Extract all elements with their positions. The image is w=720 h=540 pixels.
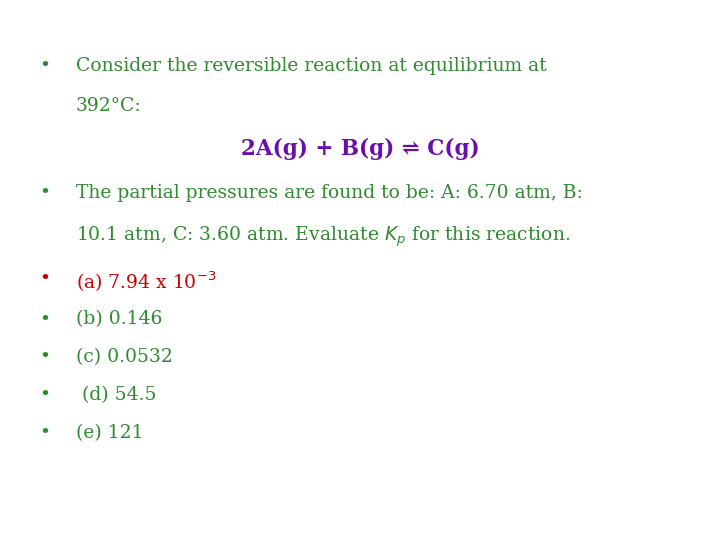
Text: (a) 7.94 x 10$^{-3}$: (a) 7.94 x 10$^{-3}$ <box>76 270 216 294</box>
Text: •: • <box>40 348 50 366</box>
Text: The partial pressures are found to be: A: 6.70 atm, B:: The partial pressures are found to be: A… <box>76 184 582 201</box>
Text: •: • <box>40 184 50 201</box>
Text: (e) 121: (e) 121 <box>76 424 143 442</box>
Text: 2A(g) + B(g) ⇌ C(g): 2A(g) + B(g) ⇌ C(g) <box>240 138 480 160</box>
Text: •: • <box>40 386 50 404</box>
Text: (d) 54.5: (d) 54.5 <box>76 386 156 404</box>
Text: 10.1 atm, C: 3.60 atm. Evaluate $K_p$ for this reaction.: 10.1 atm, C: 3.60 atm. Evaluate $K_p$ fo… <box>76 224 570 248</box>
Text: •: • <box>40 310 50 328</box>
Text: 392°C:: 392°C: <box>76 97 141 115</box>
Text: (c) 0.0532: (c) 0.0532 <box>76 348 173 366</box>
Text: (b) 0.146: (b) 0.146 <box>76 310 162 328</box>
Text: Consider the reversible reaction at equilibrium at: Consider the reversible reaction at equi… <box>76 57 546 75</box>
Text: •: • <box>40 424 50 442</box>
Text: •: • <box>40 270 50 288</box>
Text: •: • <box>40 57 50 75</box>
